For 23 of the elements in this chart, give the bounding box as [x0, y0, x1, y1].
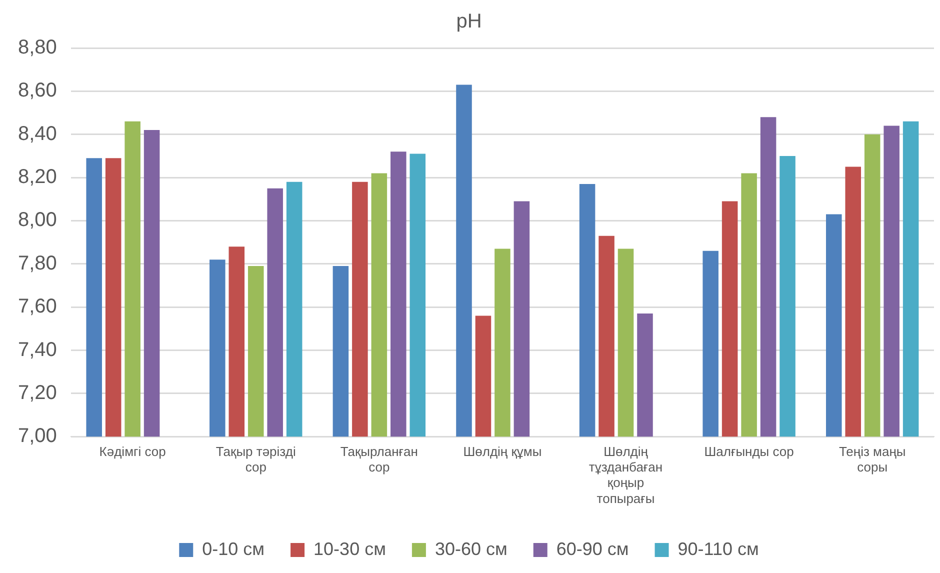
x-tick-label: Тақырланған сор [340, 444, 418, 475]
y-tick-label: 7,00 [18, 425, 57, 448]
y-tick-label: 7,20 [18, 382, 57, 404]
y-tick-label: 8,20 [18, 166, 57, 188]
x-tick-label: Шөлдің тұзданбаған қоңыр топырағы [588, 444, 663, 506]
legend-label: 90-110 см [678, 538, 759, 559]
y-tick-label: 8,60 [18, 80, 57, 102]
y-tick-label: 8,00 [18, 209, 57, 232]
y-tick-label: 7,60 [18, 296, 57, 318]
x-tick-label: Теңіз маңы соры [838, 444, 906, 475]
y-tick-label: 7,80 [18, 252, 57, 274]
legend-label: 60-90 см [556, 538, 629, 559]
x-tick-label: Шалғынды сор [704, 444, 794, 459]
y-tick-label: 8,40 [18, 122, 57, 145]
legend-label: 30-60 см [434, 538, 508, 559]
y-tick-label: 8,80 [18, 36, 57, 59]
legend-label: 0-10 см [202, 538, 265, 559]
x-tick-label: Тақыр тәрізді сор [216, 444, 296, 475]
legend-label: 10-30 см [314, 538, 386, 559]
chart-title: pH [456, 10, 482, 33]
x-tick-label: Шөлдің құмы [463, 444, 542, 459]
y-tick-label: 7,40 [18, 338, 57, 361]
x-tick-label: Кәдімгі сор [99, 444, 166, 459]
